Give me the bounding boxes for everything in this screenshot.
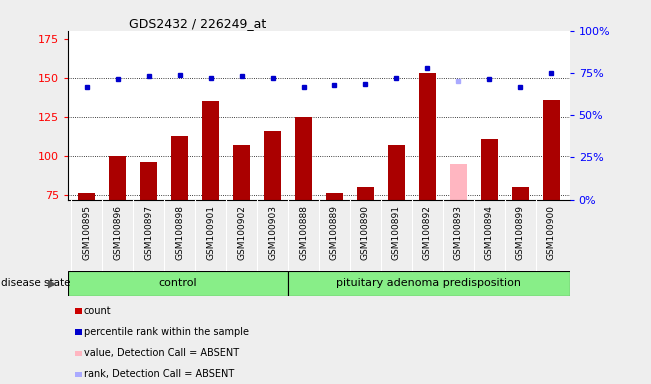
Text: GSM100896: GSM100896	[113, 205, 122, 260]
Text: GDS2432 / 226249_at: GDS2432 / 226249_at	[128, 17, 266, 30]
Text: GSM100894: GSM100894	[485, 205, 493, 260]
Text: GSM100899: GSM100899	[516, 205, 525, 260]
Text: GSM100902: GSM100902	[237, 205, 246, 260]
Text: GSM100901: GSM100901	[206, 205, 215, 260]
Text: GSM100890: GSM100890	[361, 205, 370, 260]
Text: rank, Detection Call = ABSENT: rank, Detection Call = ABSENT	[83, 369, 234, 379]
Text: GSM100897: GSM100897	[145, 205, 153, 260]
Bar	[233, 145, 250, 200]
Bar	[357, 187, 374, 200]
Text: disease state: disease state	[1, 278, 70, 288]
Bar	[171, 136, 188, 200]
Text: GSM100892: GSM100892	[422, 205, 432, 260]
Bar	[512, 187, 529, 200]
Text: control: control	[159, 278, 197, 288]
Text: GSM100895: GSM100895	[83, 205, 91, 260]
Text: ▶: ▶	[48, 278, 56, 288]
Text: pituitary adenoma predisposition: pituitary adenoma predisposition	[336, 278, 521, 288]
Bar	[542, 99, 560, 200]
Bar	[141, 162, 158, 200]
Bar	[68, 271, 288, 296]
Text: GSM100889: GSM100889	[330, 205, 339, 260]
Bar	[288, 271, 570, 296]
Text: GSM100900: GSM100900	[547, 205, 555, 260]
Bar	[109, 156, 126, 200]
Text: GSM100898: GSM100898	[175, 205, 184, 260]
Bar	[264, 131, 281, 200]
Bar	[78, 194, 96, 200]
Text: GSM100888: GSM100888	[299, 205, 308, 260]
Text: GSM100893: GSM100893	[454, 205, 463, 260]
Bar	[480, 139, 497, 200]
Text: percentile rank within the sample: percentile rank within the sample	[83, 327, 249, 337]
Bar	[295, 117, 312, 200]
Text: value, Detection Call = ABSENT: value, Detection Call = ABSENT	[83, 348, 239, 358]
Bar	[450, 164, 467, 200]
Bar	[419, 73, 436, 200]
Bar	[326, 194, 343, 200]
Text: GSM100891: GSM100891	[392, 205, 401, 260]
Text: count: count	[83, 306, 111, 316]
Bar	[202, 101, 219, 200]
Bar	[388, 145, 405, 200]
Text: GSM100903: GSM100903	[268, 205, 277, 260]
